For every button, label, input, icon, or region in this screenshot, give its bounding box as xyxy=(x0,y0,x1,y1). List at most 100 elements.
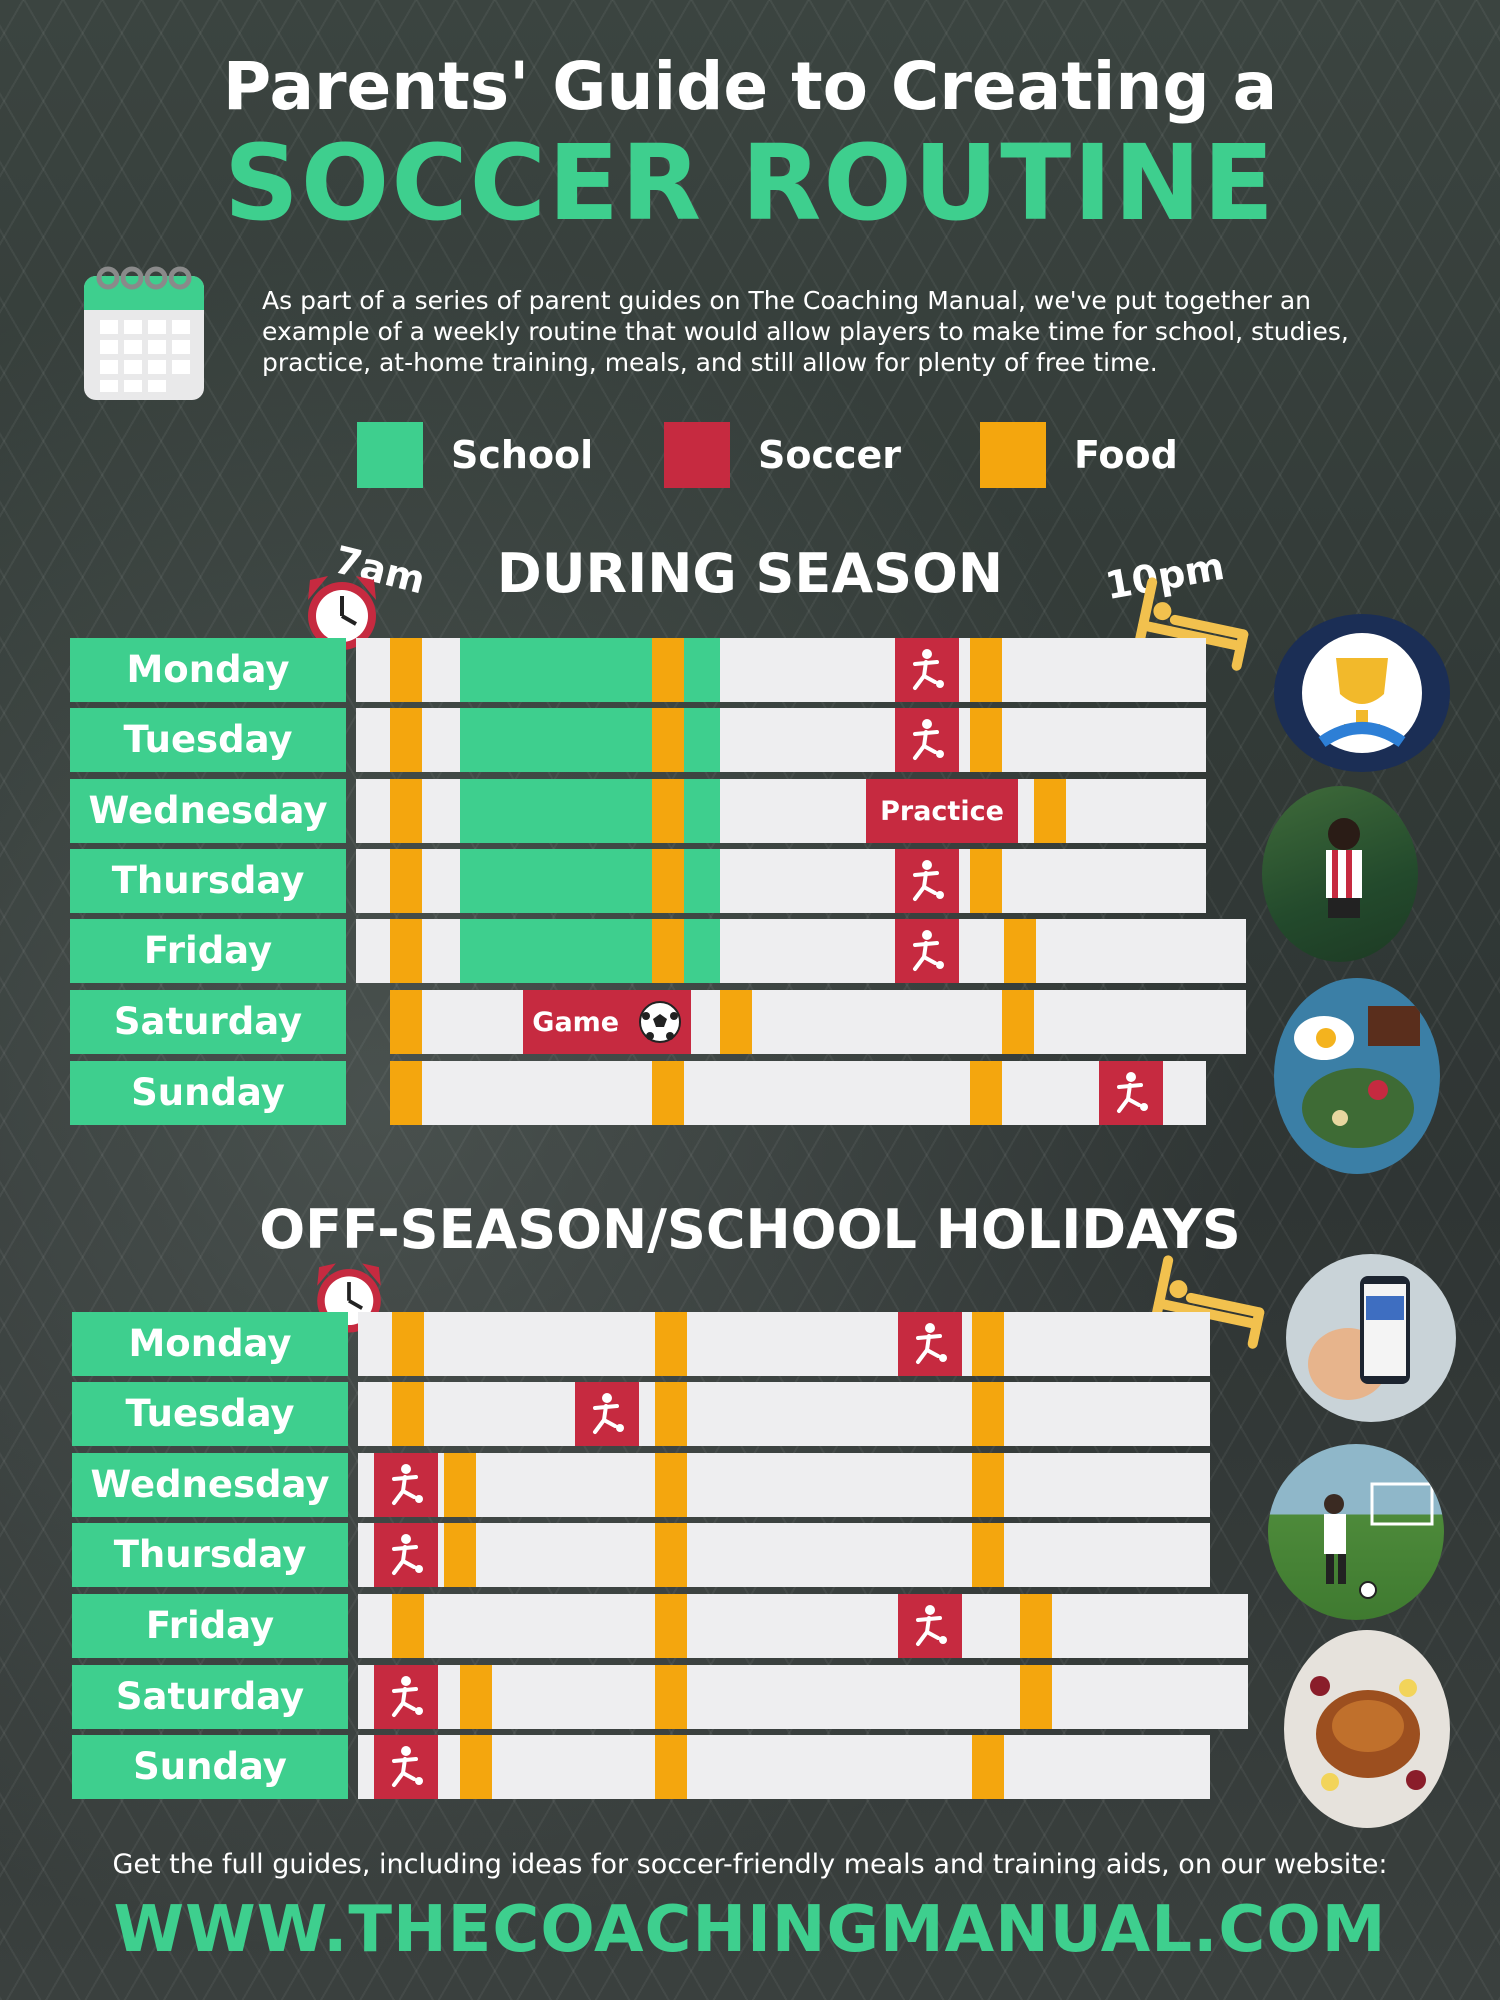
time-bar xyxy=(358,1453,1210,1517)
off-row-sunday: Sunday xyxy=(72,1735,1212,1799)
practice-block: Practice xyxy=(866,779,1018,843)
day-label: Tuesday xyxy=(70,708,346,772)
legend-label-soccer: Soccer xyxy=(758,433,902,477)
soccer-player-icon xyxy=(907,929,947,973)
title-line-1: Parents' Guide to Creating a xyxy=(222,48,1278,125)
legend-swatch-soccer xyxy=(664,422,730,488)
legend-swatch-school xyxy=(357,422,423,488)
trophy-badge xyxy=(1274,614,1450,772)
day-label: Saturday xyxy=(72,1665,348,1729)
food-block xyxy=(970,638,1002,702)
food-block xyxy=(972,1312,1004,1376)
day-label: Friday xyxy=(72,1594,348,1658)
season-row-friday: Friday xyxy=(70,919,1250,983)
food-block xyxy=(1020,1665,1052,1729)
food-block xyxy=(1034,779,1066,843)
day-label: Wednesday xyxy=(70,779,346,843)
bed-icon xyxy=(1127,572,1262,679)
legend-swatch-food xyxy=(980,422,1046,488)
soccer-block xyxy=(895,849,959,913)
food-block xyxy=(390,779,422,843)
food-block xyxy=(392,1382,424,1446)
food-block xyxy=(655,1594,687,1658)
season-row-tuesday: Tuesday xyxy=(70,708,1210,772)
soccer-player-icon xyxy=(907,718,947,762)
soccer-player-icon xyxy=(386,1675,426,1719)
time-bar xyxy=(358,1523,1210,1587)
legend-label-food: Food xyxy=(1074,433,1178,477)
food-block xyxy=(444,1453,476,1517)
food-block xyxy=(392,1594,424,1658)
soccer-block xyxy=(374,1523,438,1587)
soccer-player-icon xyxy=(386,1745,426,1789)
time-bar xyxy=(358,1594,1248,1658)
game-block: Game xyxy=(523,990,691,1054)
food-block xyxy=(460,1665,492,1729)
time-bar xyxy=(358,1735,1210,1799)
food-photo xyxy=(1274,978,1440,1174)
food-block xyxy=(972,1453,1004,1517)
soccer-block xyxy=(895,638,959,702)
season-row-thursday: Thursday xyxy=(70,849,1210,913)
legend-label-school: School xyxy=(451,433,594,477)
legend-soccer: Soccer xyxy=(664,422,901,488)
soccer-block xyxy=(374,1735,438,1799)
food-block xyxy=(655,1312,687,1376)
food-block xyxy=(390,919,422,983)
footer-text: Get the full guides, including ideas for… xyxy=(112,1849,1388,1880)
off-season-title: OFF-SEASON/SCHOOL HOLIDAYS xyxy=(259,1198,1241,1261)
soccer-block xyxy=(374,1453,438,1517)
food-block xyxy=(460,1735,492,1799)
day-label: Friday xyxy=(70,919,346,983)
soccer-block xyxy=(898,1594,962,1658)
off-row-wednesday: Wednesday xyxy=(72,1453,1212,1517)
food-block xyxy=(390,638,422,702)
food-block xyxy=(970,849,1002,913)
soccer-player-icon xyxy=(386,1463,426,1507)
soccer-player-icon xyxy=(907,648,947,692)
training-photo xyxy=(1268,1444,1444,1620)
day-label: Saturday xyxy=(70,990,346,1054)
off-row-tuesday: Tuesday xyxy=(72,1382,1212,1446)
website-link[interactable]: WWW.THECOACHINGMANUAL.COM xyxy=(113,1893,1387,1967)
time-bar xyxy=(390,990,1246,1054)
soccer-player-icon xyxy=(1111,1071,1151,1115)
food-block xyxy=(1002,990,1034,1054)
chicken-dish-photo xyxy=(1284,1630,1450,1828)
food-block xyxy=(652,638,684,702)
soccer-block xyxy=(1099,1061,1163,1125)
food-block xyxy=(970,1061,1002,1125)
time-bar xyxy=(390,1061,1206,1125)
season-row-monday: Monday xyxy=(70,638,1210,702)
soccer-block xyxy=(895,708,959,772)
soccer-player-icon xyxy=(910,1604,950,1648)
trophy-icon xyxy=(1302,633,1422,753)
player-photo xyxy=(1262,786,1418,962)
soccer-block xyxy=(898,1312,962,1376)
food-block xyxy=(444,1523,476,1587)
time-bar xyxy=(358,1665,1248,1729)
off-row-monday: Monday xyxy=(72,1312,1212,1376)
day-label: Wednesday xyxy=(72,1453,348,1517)
season-row-wednesday: Wednesday Practice xyxy=(70,779,1210,843)
practice-label: Practice xyxy=(880,795,1004,827)
during-season-title: DURING SEASON xyxy=(496,542,1004,605)
food-block xyxy=(720,990,752,1054)
soccer-player-icon xyxy=(587,1392,627,1436)
intro-text: As part of a series of parent guides on … xyxy=(262,286,1349,377)
food-block xyxy=(652,1061,684,1125)
food-block xyxy=(972,1735,1004,1799)
food-block xyxy=(1020,1594,1052,1658)
phone-app-photo xyxy=(1286,1254,1456,1422)
soccer-block xyxy=(895,919,959,983)
food-block xyxy=(390,708,422,772)
soccer-player-icon xyxy=(910,1322,950,1366)
soccer-player-icon xyxy=(386,1533,426,1577)
game-label: Game xyxy=(532,1006,620,1038)
food-block xyxy=(655,1523,687,1587)
time-bar xyxy=(358,1312,1210,1376)
food-block xyxy=(655,1453,687,1517)
off-row-friday: Friday xyxy=(72,1594,1252,1658)
legend-food: Food xyxy=(980,422,1178,488)
legend-school: School xyxy=(357,422,593,488)
